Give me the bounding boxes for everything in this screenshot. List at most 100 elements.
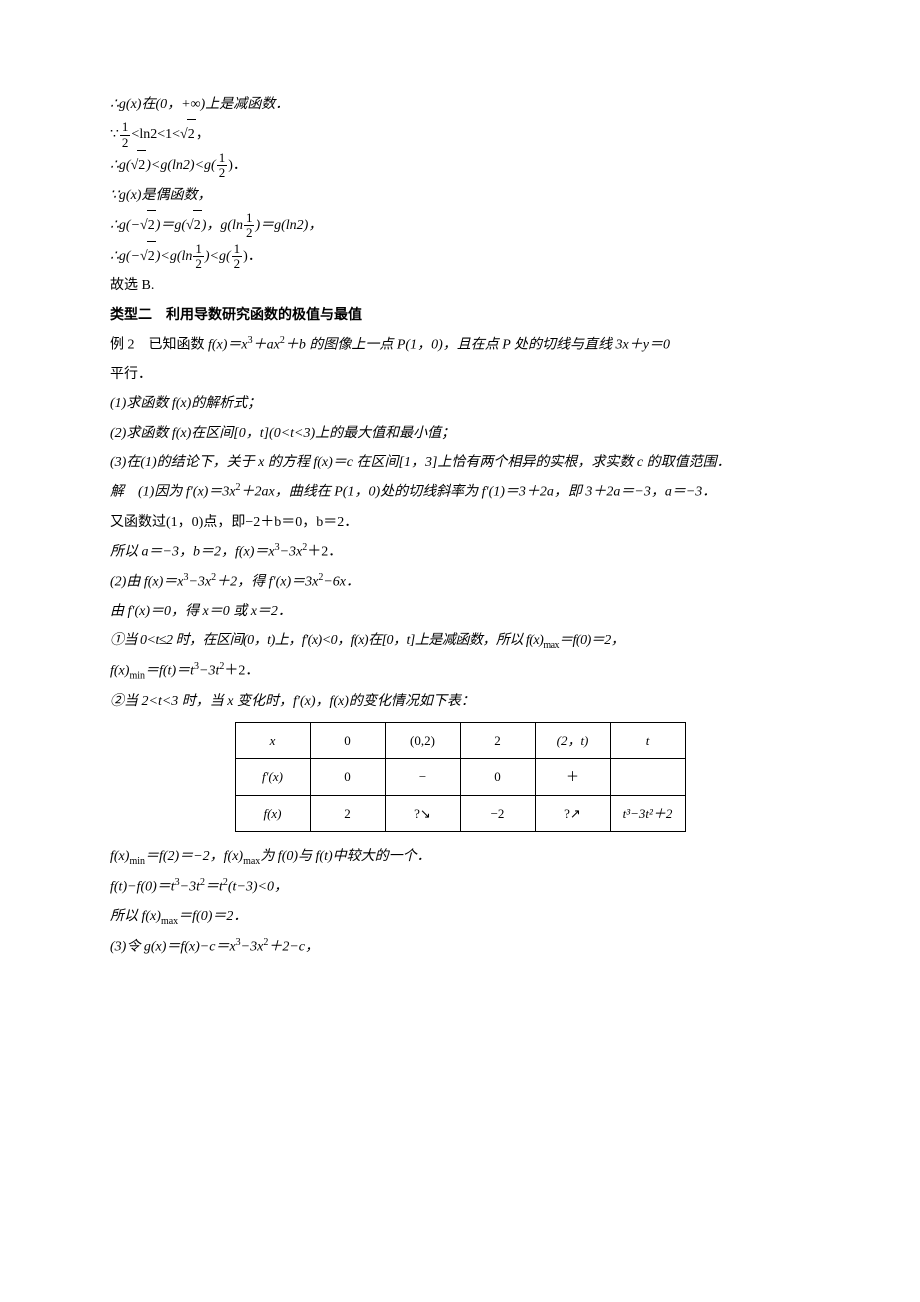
text: (1)求函数 f(x)的解析式； (110, 396, 261, 411)
text: )＝g(ln2)， (255, 218, 322, 233)
text: −3x (241, 939, 264, 954)
sol-6: ①当 0<t≤2 时，在区间(0，t)上，f′(x)<0，f(x)在[0，t]上… (110, 626, 810, 656)
sqrt: 2 (131, 150, 147, 180)
line-1: ∴g(x)在(0，+∞)上是减函数． (110, 90, 810, 119)
text: ， (196, 127, 210, 142)
text: 所以 a＝−3，b＝2，f(x)＝x (110, 545, 275, 560)
text: ＋2−c， (268, 939, 319, 954)
text: ＝f(0)＝2． (178, 909, 247, 924)
sub: min (129, 671, 145, 682)
sol-8: f(x)min＝f(2)＝−2，f(x)max为 f(0)与 f(t)中较大的一… (110, 842, 810, 872)
text: ＋2． (307, 545, 342, 560)
text: ①当 0<t≤2 时，在区间(0，t)上，f′(x)<0，f(x)在[0，t]上… (110, 633, 543, 648)
frac: 12 (232, 242, 243, 272)
cell: x (235, 723, 310, 759)
text: )． (228, 158, 247, 173)
text: ∵ (110, 127, 119, 142)
variation-table: x 0 (0,2) 2 (2，t) t f′(x) 0 − 0 ＋ f(x) 2… (235, 722, 686, 832)
text: )＝g( (156, 218, 186, 233)
sol-2: 又函数过(1，0)点，即−2＋b＝0，b＝2． (110, 508, 810, 537)
line-5: ∴g(−2)＝g(2)，g(ln12)＝g(ln2)， (110, 210, 810, 241)
sqrt: 2 (180, 119, 196, 149)
sub: max (543, 640, 559, 651)
line-3: ∴g(2)<g(ln2)<g(12)． (110, 150, 810, 181)
text: 所以 f(x) (110, 909, 161, 924)
text: <ln2<1< (131, 127, 180, 142)
sqrt: 2 (186, 210, 202, 240)
text: 又函数过(1，0)点，即−2＋b＝0，b＝2． (110, 515, 358, 530)
text: 故选 B. (110, 278, 154, 293)
text: 解 (1)因为 f′(x)＝3x (110, 485, 236, 500)
frac: 12 (193, 242, 204, 272)
text: )，g(ln (202, 218, 243, 233)
text: ＋2． (224, 664, 259, 679)
text: ＝f(2)＝−2，f(x) (145, 849, 243, 864)
text: (t−3)<0， (228, 879, 288, 894)
text: ∵g(x)是偶函数， (110, 188, 211, 203)
cell: −2 (460, 795, 535, 831)
text: 类型二 利用导数研究函数的极值与最值 (110, 306, 362, 322)
text: 为 f(0)与 f(t)中较大的一个． (260, 849, 430, 864)
cell: ?↗ (535, 795, 610, 831)
q2: (2)求函数 f(x)在区间[0，t](0<t<3)上的最大值和最小值； (110, 419, 810, 448)
text: (2)由 f(x)＝x (110, 575, 183, 590)
cell: 0 (310, 759, 385, 795)
cell: ?↘ (385, 795, 460, 831)
text: ＋2ax，曲线在 P(1，0)处的切线斜率为 f′(1)＝3＋2a，即 3＋2a… (241, 485, 717, 500)
cell: ＋ (535, 759, 610, 795)
sol-6b: f(x)min＝f(t)＝t3−3t2＋2． (110, 656, 810, 686)
text: ＝f(0)＝2， (559, 633, 624, 648)
text: ＋ax (253, 338, 280, 353)
text: )<g(ln (156, 249, 193, 264)
text: ②当 2<t<3 时，当 x 变化时，f′(x)，f(x)的变化情况如下表： (110, 694, 475, 709)
sol-10: 所以 f(x)max＝f(0)＝2． (110, 902, 810, 932)
text: (3)在(1)的结论下，关于 x 的方程 f(x)＝c 在区间[1，3]上恰有两… (110, 455, 731, 470)
text: f(x) (110, 849, 129, 864)
text: ∴g(− (110, 218, 140, 233)
cell: 0 (310, 723, 385, 759)
sol-5: 由 f′(x)＝0，得 x＝0 或 x＝2． (110, 597, 810, 626)
text: )<g( (205, 249, 231, 264)
cell (610, 759, 685, 795)
sol-7: ②当 2<t<3 时，当 x 变化时，f′(x)，f(x)的变化情况如下表： (110, 687, 810, 716)
text: (3)令 g(x)＝f(x)−c＝x (110, 939, 236, 954)
example-2b: 平行． (110, 360, 810, 389)
text: ＋2，得 f′(x)＝3x (216, 575, 318, 590)
cell: − (385, 759, 460, 795)
text: )． (243, 249, 262, 264)
table-row: f(x) 2 ?↘ −2 ?↗ t³−3t²＋2 (235, 795, 685, 831)
line-2: ∵12<ln2<1<2， (110, 119, 810, 150)
cell: t³−3t²＋2 (610, 795, 685, 831)
text: ∴g( (110, 158, 131, 173)
text: −3x (280, 545, 303, 560)
text: 平行． (110, 367, 152, 382)
text: ＋b 的图像上一点 P(1，0)，且在点 P 处的切线与直线 3x＋y＝0 (285, 338, 670, 353)
sub: min (129, 856, 145, 867)
text: ＝f(t)＝t (145, 664, 194, 679)
cell: (2，t) (535, 723, 610, 759)
cell: 2 (460, 723, 535, 759)
text: ∴g(− (110, 249, 140, 264)
sqrt: 2 (140, 241, 156, 271)
frac: 12 (217, 151, 228, 181)
q3: (3)在(1)的结论下，关于 x 的方程 f(x)＝c 在区间[1，3]上恰有两… (110, 448, 810, 477)
sol-4: (2)由 f(x)＝x3−3x2＋2，得 f′(x)＝3x2−6x． (110, 567, 810, 597)
cell: f′(x) (235, 759, 310, 795)
table-row: f′(x) 0 − 0 ＋ (235, 759, 685, 795)
text: −6x． (323, 575, 360, 590)
cell: f(x) (235, 795, 310, 831)
sol-11: (3)令 g(x)＝f(x)−c＝x3−3x2＋2−c， (110, 932, 810, 962)
text: ＝t (205, 879, 223, 894)
sub: max (161, 916, 178, 927)
text: −3x (188, 575, 211, 590)
cell: 0 (460, 759, 535, 795)
example-2: 例 2 已知函数 f(x)＝x3＋ax2＋b 的图像上一点 P(1，0)，且在点… (110, 330, 810, 360)
line-6: ∴g(−2)<g(ln12)<g(12)． (110, 241, 810, 272)
text: f(x) (110, 664, 129, 679)
text: −3t (199, 664, 219, 679)
text: f(x)＝x (208, 338, 248, 353)
line-4: ∵g(x)是偶函数， (110, 181, 810, 210)
sqrt: 2 (140, 210, 156, 240)
cell: t (610, 723, 685, 759)
cell: 2 (310, 795, 385, 831)
